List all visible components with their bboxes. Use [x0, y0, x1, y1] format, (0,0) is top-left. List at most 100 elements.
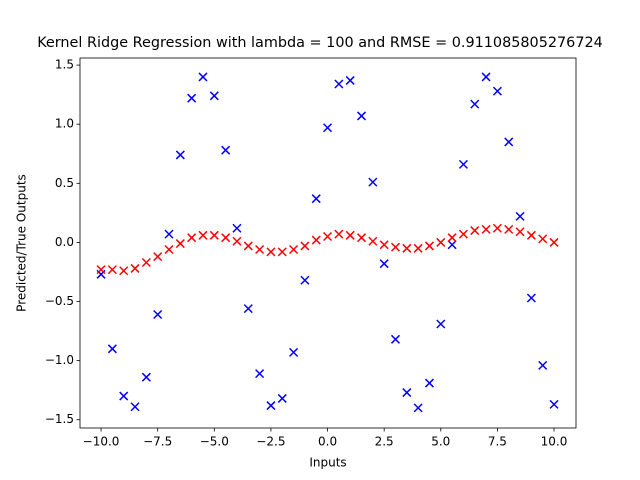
point — [402, 243, 412, 253]
point — [345, 230, 355, 240]
point — [266, 401, 276, 411]
point — [209, 230, 219, 240]
point — [187, 93, 197, 103]
point — [141, 372, 151, 382]
x-tick-label: 5.0 — [431, 435, 450, 449]
point — [458, 229, 468, 239]
point — [243, 241, 253, 251]
point — [390, 242, 401, 252]
point — [300, 275, 310, 285]
point — [345, 75, 355, 85]
point — [447, 233, 457, 243]
point — [311, 235, 321, 245]
point — [470, 226, 480, 236]
y-tick-label: 1.5 — [55, 58, 74, 72]
point — [549, 399, 559, 409]
axes-frame — [79, 57, 577, 429]
point — [413, 243, 423, 253]
point — [323, 231, 333, 242]
point — [243, 304, 253, 314]
point — [504, 137, 514, 147]
point — [424, 378, 434, 388]
point — [130, 263, 140, 273]
point — [255, 244, 265, 255]
point — [334, 79, 344, 89]
y-tick-label: 0.5 — [55, 176, 74, 190]
point — [356, 233, 367, 243]
point — [413, 403, 423, 413]
point — [277, 393, 287, 403]
point — [107, 344, 117, 354]
point — [379, 259, 389, 269]
point — [209, 91, 219, 101]
point — [153, 252, 163, 262]
point — [402, 388, 412, 398]
point — [198, 230, 208, 240]
point — [277, 247, 287, 257]
point — [368, 236, 378, 246]
point — [311, 194, 321, 204]
point — [130, 402, 140, 412]
point — [289, 347, 299, 357]
point — [492, 86, 502, 96]
point — [141, 257, 151, 268]
point — [356, 111, 367, 121]
point — [198, 72, 208, 82]
x-tick-label: 0.0 — [318, 435, 337, 449]
x-tick-label: −2.5 — [256, 435, 285, 449]
point — [153, 309, 163, 320]
point — [390, 334, 401, 344]
point — [515, 227, 525, 237]
point — [447, 240, 457, 250]
point — [289, 244, 299, 255]
chart-title: Kernel Ridge Regression with lambda = 10… — [37, 35, 603, 51]
point — [187, 233, 197, 243]
point — [96, 265, 106, 275]
y-tick-label: −0.5 — [45, 294, 74, 308]
y-tick-label: 1.0 — [55, 117, 74, 131]
point — [164, 244, 174, 255]
point — [175, 150, 185, 160]
point — [538, 360, 548, 370]
x-tick-label: 2.5 — [375, 435, 394, 449]
point — [119, 266, 129, 276]
point — [164, 229, 174, 239]
point — [504, 224, 514, 234]
point — [266, 247, 276, 257]
point — [255, 369, 265, 379]
point — [232, 223, 242, 233]
point — [436, 237, 446, 247]
x-axis-label: Inputs — [309, 456, 346, 470]
point — [424, 241, 434, 251]
point — [470, 99, 480, 109]
point — [515, 211, 525, 221]
point — [458, 159, 468, 169]
point — [481, 224, 491, 234]
x-tick-label: 10.0 — [541, 435, 568, 449]
point — [334, 229, 344, 239]
point — [221, 233, 231, 243]
y-tick-label: 0.0 — [55, 235, 74, 249]
x-tick-label: 7.5 — [488, 435, 507, 449]
point — [232, 236, 242, 246]
x-tick-label: −10.0 — [83, 435, 120, 449]
point — [492, 223, 502, 233]
point — [379, 240, 389, 250]
point — [526, 230, 536, 240]
point — [221, 145, 231, 155]
point — [119, 391, 129, 401]
point — [436, 319, 446, 329]
point — [107, 265, 117, 275]
point — [175, 239, 185, 249]
point — [323, 123, 333, 133]
x-tick-label: −5.0 — [200, 435, 229, 449]
point — [481, 72, 491, 82]
point — [538, 234, 548, 244]
x-tick-label: −7.5 — [143, 435, 172, 449]
point — [549, 237, 559, 247]
point — [300, 241, 310, 251]
y-tick-label: −1.0 — [45, 353, 74, 367]
point — [368, 177, 378, 187]
